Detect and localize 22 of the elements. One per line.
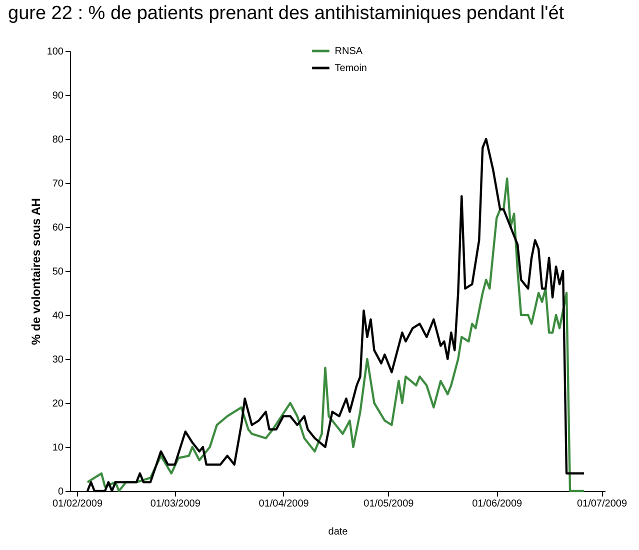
y-tick-label: 70 [52, 178, 64, 190]
y-tick-label: 100 [46, 46, 64, 58]
y-axis-title: % de volontaires sous AH [28, 198, 43, 345]
y-tick-label: 20 [52, 398, 64, 410]
y-tick-label: 90 [52, 90, 64, 102]
y-tick-label: 10 [52, 442, 64, 454]
legend-label: RNSA [334, 46, 363, 57]
x-tick-label: 01/05/2009 [364, 498, 414, 510]
x-tick-label: 01/07/2009 [576, 498, 628, 510]
x-tick-label: 01/06/2009 [472, 498, 523, 510]
y-tick-label: 80 [52, 134, 64, 146]
x-axis-title: date [328, 526, 348, 538]
y-tick-label: 0 [58, 486, 64, 498]
x-tick-label: 01/02/2009 [52, 498, 103, 510]
y-tick-label: 40 [52, 310, 64, 322]
y-tick-label: 60 [52, 222, 64, 234]
y-tick-label: 30 [52, 354, 64, 366]
x-tick-label: 01/03/2009 [150, 498, 201, 510]
legend-label: Temoin [334, 63, 367, 74]
x-tick-label: 01/04/2009 [258, 498, 310, 510]
chart-title: gure 22 : % de patients prenant des antihistaminiques pendant l'ét [8, 3, 565, 24]
y-tick-label: 50 [52, 266, 64, 278]
